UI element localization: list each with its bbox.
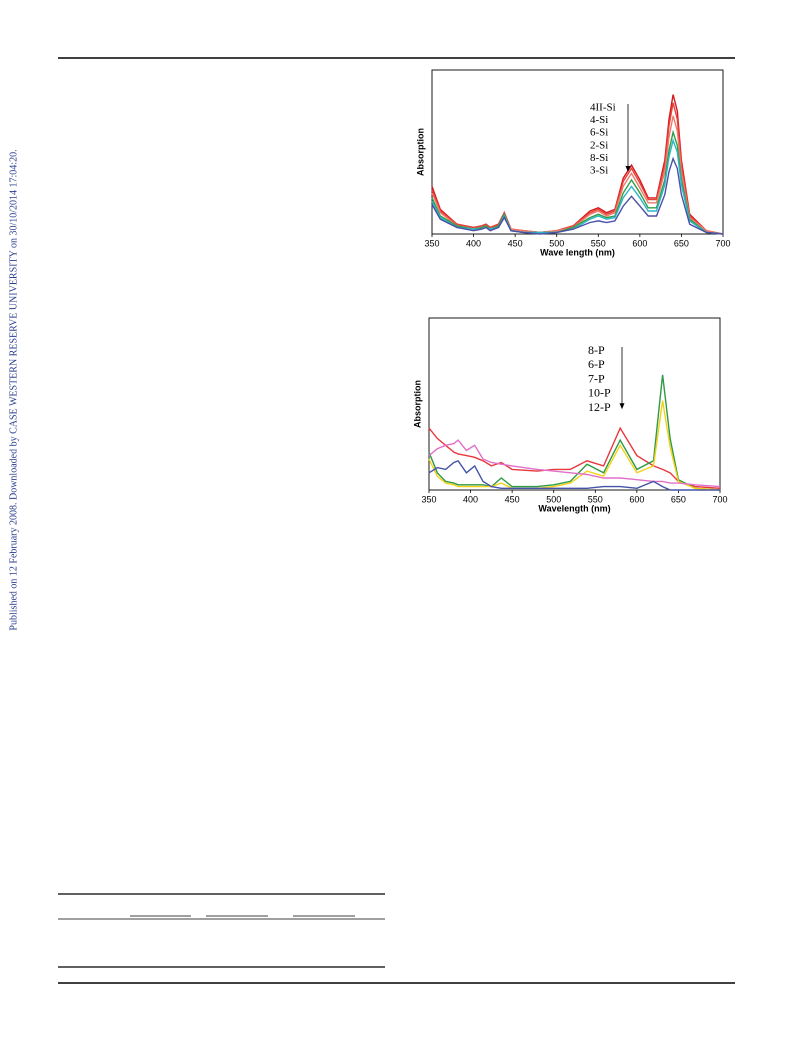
x-tick-label: 350 (421, 494, 436, 504)
legend-label: 8-P (588, 343, 605, 357)
legend-label: 8-Si (590, 152, 608, 164)
x-axis-label: Wave length (nm) (540, 247, 615, 257)
plot-frame (428, 317, 721, 491)
spectrum-line (428, 374, 721, 491)
plot-frame (431, 69, 724, 235)
y-axis-label: Absorption (415, 128, 425, 176)
legend-label: 7-P (588, 371, 605, 385)
x-tick-label: 650 (674, 238, 689, 248)
x-tick-label: 550 (591, 238, 606, 248)
legend-arrowhead (619, 403, 625, 410)
spectrum-line (428, 400, 721, 491)
x-tick-label: 450 (505, 494, 520, 504)
x-tick-label: 500 (546, 494, 561, 504)
x-tick-label: 600 (629, 494, 644, 504)
legend-label: 4-Si (590, 114, 608, 126)
x-tick-label: 600 (632, 238, 647, 248)
x-tick-label: 500 (549, 238, 564, 248)
spectrum-line (431, 129, 724, 235)
legend-label: 6-P (588, 357, 605, 371)
legend-label: 12-P (588, 400, 611, 414)
y-axis-label: Absorption (412, 380, 422, 428)
legend-label: 6-Si (590, 127, 608, 139)
x-tick-label: 450 (508, 238, 523, 248)
legend-arrowhead (625, 166, 631, 172)
x-tick-label: 350 (424, 238, 439, 248)
x-tick-label: 700 (715, 238, 730, 248)
legend-label: 4II-Si (590, 102, 616, 114)
x-tick-label: 700 (712, 494, 727, 504)
spectrum-line (428, 459, 720, 491)
x-axis-label: Wavelength (nm) (538, 503, 610, 513)
legend-label: 10-P (588, 386, 611, 400)
x-tick-label: 650 (671, 494, 686, 504)
legend-label: 3-Si (590, 165, 608, 177)
x-tick-label: 400 (466, 238, 481, 248)
x-tick-label: 550 (588, 494, 603, 504)
legend-label: 2-Si (590, 139, 608, 151)
spectrum-line (431, 102, 724, 235)
side-note: Published on 12 February 2008. Downloade… (8, 149, 19, 630)
spectrum-line (428, 439, 721, 488)
spectrum-line (431, 156, 724, 235)
x-tick-label: 400 (463, 494, 478, 504)
